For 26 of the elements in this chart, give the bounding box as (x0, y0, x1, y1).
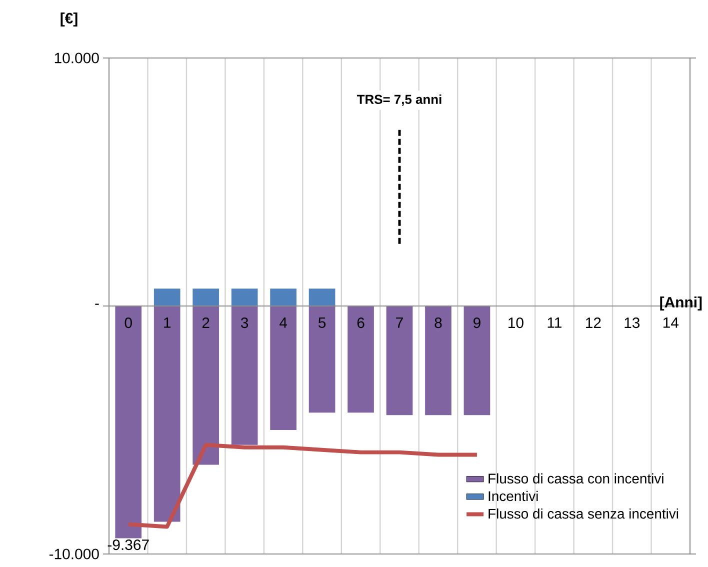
x-tick-label: 9 (474, 318, 480, 328)
legend-label: Incentivi (488, 490, 538, 502)
x-tick-label: 7 (396, 318, 403, 328)
x-axis-title: [Anni] (660, 296, 702, 311)
x-tick-label: 6 (357, 318, 364, 328)
x-tick-label: 8 (434, 318, 442, 328)
ref-line-label: TRS= 7,5 anni (357, 94, 442, 106)
line-series (126, 442, 479, 529)
x-tick-label: 14 (663, 318, 679, 328)
x-tick-label: 3 (240, 318, 248, 328)
x-tick-label: 1 (164, 318, 171, 328)
y-axis-title: [€] (60, 12, 78, 27)
x-tick-label: 13 (624, 318, 640, 328)
y-tick-label: - (95, 304, 99, 305)
y-tick-label: -10.000 (49, 548, 99, 560)
x-tick-label: 10 (508, 318, 524, 328)
x-tick-label: 11 (548, 318, 562, 328)
data-label: -9.367 (108, 540, 149, 550)
legend-label: Flusso di cassa con incentivi (488, 473, 664, 484)
x-tick-label: 5 (318, 318, 326, 328)
x-tick-label: 2 (202, 318, 210, 328)
x-tick-label: 0 (124, 318, 132, 328)
y-tick-label: 10.000 (54, 52, 99, 64)
x-tick-label: 12 (586, 318, 601, 328)
legend-label: Flusso di cassa senza incentivi (488, 508, 678, 519)
x-tick-label: 4 (279, 318, 288, 328)
